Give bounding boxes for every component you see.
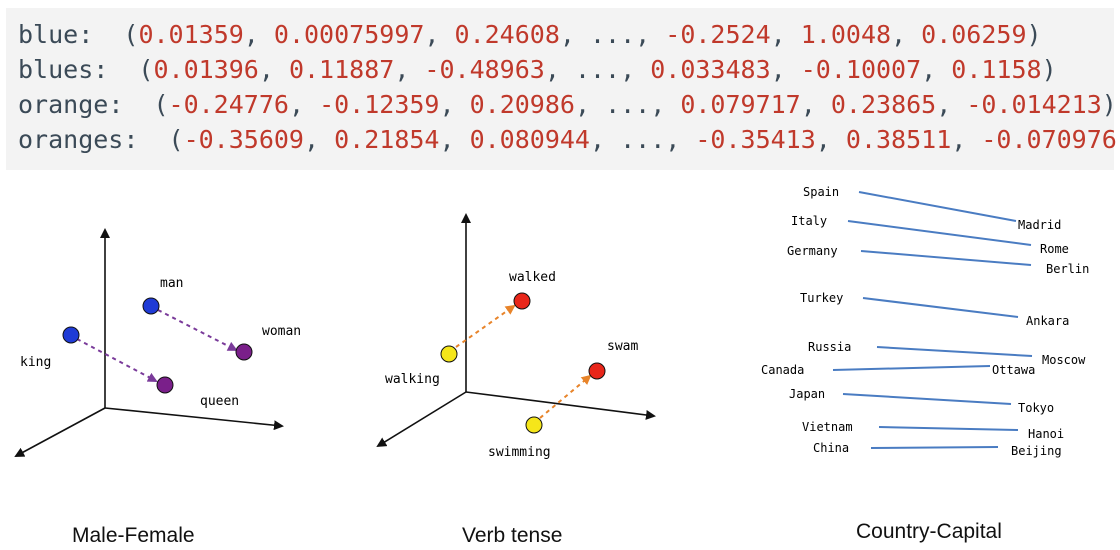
- verb-tense-caption: Verb tense: [462, 524, 562, 547]
- capital-label: Ankara: [1026, 314, 1069, 328]
- embedding-value: 0.01396: [153, 55, 259, 84]
- male-female-caption: Male-Female: [72, 524, 195, 547]
- capital-label: Tokyo: [1018, 401, 1054, 415]
- walked-point: [513, 292, 531, 310]
- man-label: man: [160, 276, 183, 291]
- king-label: king: [20, 355, 51, 370]
- embedding-value: -0.24776: [168, 90, 289, 119]
- capital-label: Rome: [1040, 242, 1069, 256]
- country-label: Japan: [789, 387, 825, 401]
- embedding-value: 0.1158: [951, 55, 1042, 84]
- swimming-swam-arrow: [539, 374, 592, 419]
- walked-label: walked: [509, 270, 556, 285]
- embedding-value: 0.24608: [454, 20, 560, 49]
- embedding-value: -0.35413: [695, 125, 816, 154]
- capital-label: Moscow: [1042, 353, 1086, 367]
- embedding-value: 0.23865: [830, 90, 937, 119]
- embedding-value: ...: [620, 125, 666, 154]
- country-label: Italy: [791, 214, 827, 228]
- embedding-value: 0.079717: [680, 90, 801, 119]
- embedding-value: 0.06259: [921, 20, 1027, 49]
- country-capital-caption: Country-Capital: [856, 520, 1002, 543]
- woman-point: [235, 343, 253, 361]
- country-capital-line: [870, 446, 999, 449]
- swam-point: [588, 362, 606, 380]
- embedding-colon: : (: [93, 55, 154, 84]
- country-capital-line: [876, 346, 1033, 357]
- capital-label: Madrid: [1018, 218, 1061, 232]
- x-axis: [104, 407, 284, 431]
- country-label: Canada: [761, 363, 804, 377]
- embedding-value: 0.20986: [469, 90, 575, 119]
- walking-point: [440, 345, 458, 363]
- z-axis: [376, 391, 467, 448]
- embedding-value: ...: [590, 20, 636, 49]
- embedding-line-blues: blues: (0.01396, 0.11887, -0.48963, ...,…: [18, 55, 1057, 84]
- country-label: Turkey: [800, 291, 843, 305]
- country-label: Spain: [803, 185, 839, 199]
- capital-label: Ottawa: [992, 363, 1035, 377]
- walking-walked-arrow: [455, 304, 516, 348]
- embedding-code-block: blue: (0.01359, 0.00075997, 0.24608, ...…: [6, 8, 1120, 170]
- country-capital-line: [862, 297, 1019, 318]
- embedding-value: 0.033483: [650, 55, 771, 84]
- capital-label: Beijing: [1011, 444, 1062, 458]
- embedding-colon: : (: [123, 125, 184, 154]
- country-label: Vietnam: [802, 420, 853, 434]
- country-capital-line: [832, 365, 991, 371]
- king-queen-arrow: [76, 338, 158, 382]
- country-capital-line: [847, 220, 1032, 246]
- swam-label: swam: [607, 339, 638, 354]
- country-capital-line: [860, 250, 1032, 266]
- embedding-line-orange: orange: (-0.24776, -0.12359, 0.20986, ..…: [18, 90, 1117, 119]
- embedding-value: -0.2524: [665, 20, 771, 49]
- embedding-word: blue: [18, 20, 79, 49]
- embedding-colon: : (: [108, 90, 169, 119]
- man-point: [142, 297, 160, 315]
- embedding-word: orange: [18, 90, 109, 119]
- man-woman-arrow: [157, 309, 238, 351]
- embedding-word: oranges: [18, 125, 124, 154]
- country-label: China: [813, 441, 849, 455]
- x-axis: [465, 391, 656, 420]
- queen-label: queen: [200, 394, 239, 409]
- embedding-value: -0.014213: [966, 90, 1102, 119]
- embedding-word: blues: [18, 55, 94, 84]
- embedding-colon: : (: [78, 20, 139, 49]
- embedding-value: ...: [605, 90, 651, 119]
- embedding-value: 1.0048: [800, 20, 892, 49]
- king-point: [62, 326, 80, 344]
- country-capital-panel: Spain Madrid Italy Rome Germany Berlin Turkey A…: [761, 185, 1089, 543]
- embedding-value: 0.080944: [469, 125, 590, 154]
- embedding-value: -0.48963: [424, 55, 545, 84]
- embedding-value: ...: [574, 55, 621, 84]
- male-female-panel: man woman king queen Male-Female: [14, 228, 301, 547]
- country-capital-line: [842, 393, 1012, 405]
- queen-point: [156, 376, 174, 394]
- embedding-value: 0.38511: [845, 125, 952, 154]
- embedding-value: -0.12359: [319, 90, 440, 119]
- z-axis: [14, 407, 106, 457]
- embedding-value: 0.00075997: [273, 20, 425, 49]
- country-label: Russia: [808, 340, 851, 354]
- embedding-value: -0.10007: [800, 55, 922, 84]
- verb-tense-panel: walked walking swam swimming Verb tense: [376, 213, 656, 547]
- capital-label: Berlin: [1046, 262, 1089, 276]
- country-label: Germany: [787, 244, 838, 258]
- swimming-point: [525, 416, 543, 434]
- swimming-label: swimming: [488, 445, 551, 460]
- embedding-value: 0.01359: [138, 20, 244, 49]
- embedding-value: 0.11887: [288, 55, 395, 84]
- embedding-value: 0.21854: [334, 125, 440, 154]
- embedding-value: -0.070976: [981, 125, 1117, 154]
- country-capital-line: [858, 191, 1017, 222]
- capital-label: Hanoi: [1028, 427, 1064, 441]
- country-capital-line: [878, 426, 1019, 431]
- walking-label: walking: [385, 372, 440, 387]
- embedding-line-blue: blue: (0.01359, 0.00075997, 0.24608, ...…: [18, 20, 1042, 49]
- embedding-value: -0.35609: [183, 125, 304, 154]
- embedding-line-oranges: oranges: (-0.35609, 0.21854, 0.080944, .…: [18, 125, 1120, 154]
- woman-label: woman: [262, 324, 301, 339]
